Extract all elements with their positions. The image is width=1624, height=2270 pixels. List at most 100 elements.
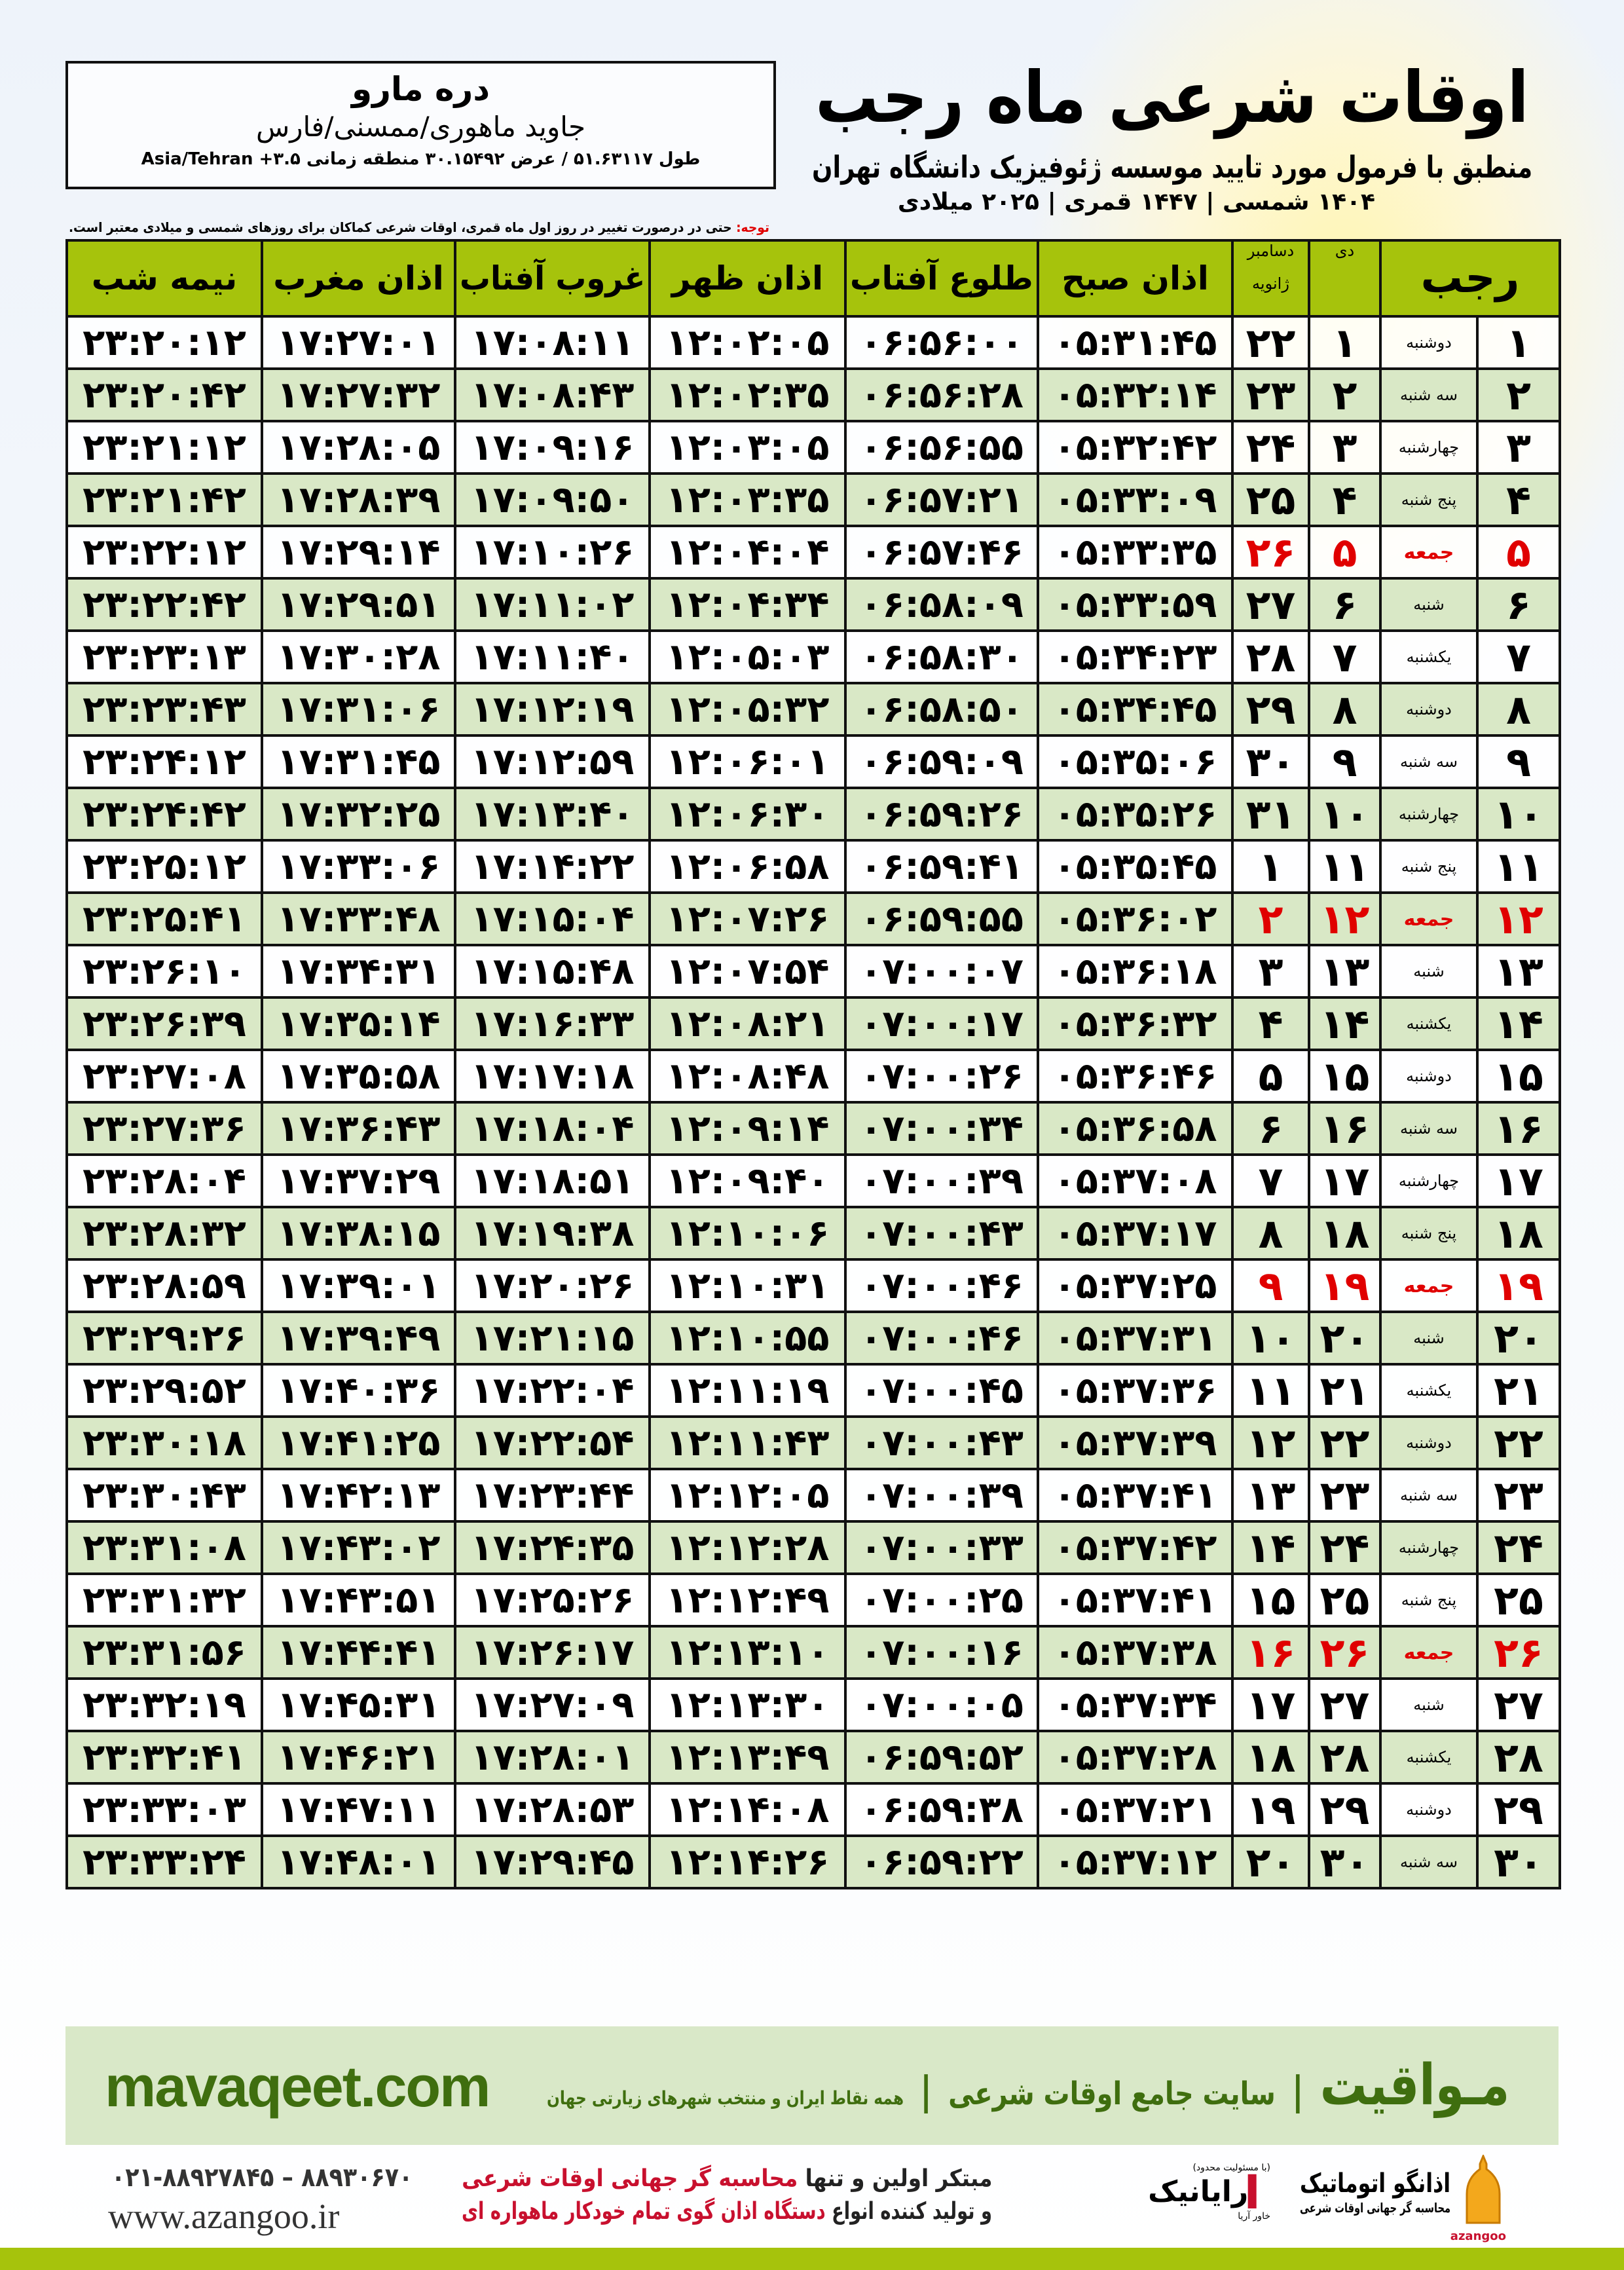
midnight-time-cell: ۲۳:۲۲:۴۲: [83, 583, 246, 626]
fajr-time-cell: ۰۵:۳۷:۴۲: [1053, 1526, 1217, 1569]
sunset-time-cell: ۱۷:۱۲:۵۹: [470, 740, 635, 783]
sunrise-time-cell: ۰۷:۰۰:۳۴: [860, 1107, 1024, 1150]
azangoo-logo: اذانگو اتوماتیک محاسبه گر جهانی اوقات شر…: [1297, 2155, 1506, 2243]
rajab-day-cell: ۳: [1506, 423, 1531, 472]
mavaqeet-website-link[interactable]: mavaqeet.com: [105, 2054, 490, 2119]
midnight-time-cell: ۲۳:۲۳:۱۳: [83, 635, 246, 679]
gregorian-day-cell: ۱۷: [1246, 1681, 1296, 1729]
maghrib-time-cell: ۱۷:۳۹:۴۹: [276, 1316, 441, 1360]
sunset-time-cell: ۱۷:۱۴:۲۲: [470, 845, 635, 888]
year-line: ۱۴۰۴ شمسی | ۱۴۴۷ قمری | ۲۰۲۵ میلادی: [897, 189, 1375, 215]
weekday-cell: دوشنبه: [1406, 1434, 1452, 1452]
dhuhr-time-cell: ۱۲:۰۵:۳۲: [665, 688, 830, 731]
fajr-time-cell: ۰۵:۳۷:۴۱: [1053, 1474, 1217, 1517]
rajab-day-cell: ۲۸: [1494, 1733, 1543, 1781]
midnight-time-cell: ۲۳:۲۶:۳۹: [83, 1002, 246, 1045]
dhuhr-time-cell: ۱۲:۱۱:۱۹: [665, 1369, 830, 1412]
fajr-time-cell: ۰۵:۳۷:۱۷: [1053, 1212, 1217, 1255]
promo-text: مبتکر اولین و تنها محاسبه گر جهانی اوقات…: [458, 2163, 995, 2228]
midnight-time-cell: ۲۳:۲۳:۴۳: [83, 688, 246, 731]
sunrise-time-cell: ۰۶:۵۸:۰۹: [860, 583, 1024, 626]
sunrise-time-cell: ۰۶:۵۹:۳۸: [860, 1788, 1024, 1831]
sunset-time-cell: ۱۷:۱۳:۴۰: [470, 792, 635, 836]
dhuhr-time-cell: ۱۲:۰۷:۲۶: [665, 897, 830, 940]
rajab-day-cell: ۱۰: [1494, 790, 1543, 838]
table-row: ۴ پنج شنبه ۴ ۲۵ ۰۵:۳۳:۰۹ ۰۶:۵۷:۲۱ ۱۲:۰۳:۳۵ ۱۷:۰…: [65, 472, 1561, 527]
sunrise-time-cell: ۰۶:۵۷:۴۶: [860, 530, 1024, 574]
sunrise-time-cell: ۰۶:۵۷:۲۱: [860, 478, 1024, 521]
table-row: ۲۵ پنج شنبه ۲۵ ۱۵ ۰۵:۳۷:۴۱ ۰۷:۰۰:۲۵ ۱۲:۱۲:۴۹ ۱۷…: [65, 1572, 1561, 1628]
rajab-day-cell: ۷: [1506, 633, 1531, 681]
maghrib-time-cell: ۱۷:۴۳:۵۱: [276, 1578, 441, 1622]
sunset-time-cell: ۱۷:۲۶:۱۷: [470, 1631, 635, 1674]
rajab-day-cell: ۱۷: [1494, 1157, 1543, 1205]
sunset-time-cell: ۱۷:۱۹:۳۸: [470, 1212, 635, 1255]
dhuhr-time-cell: ۱۲:۰۴:۰۴: [665, 530, 830, 574]
sunset-time-cell: ۱۷:۲۲:۰۴: [470, 1369, 635, 1412]
weekday-cell: یکشنبه: [1406, 1748, 1452, 1766]
dey-day-cell: ۱۲: [1320, 895, 1370, 943]
sunrise-time-cell: ۰۶:۵۸:۵۰: [860, 688, 1024, 731]
sunset-time-cell: ۱۷:۲۹:۴۵: [470, 1840, 635, 1884]
mavaqeet-brand: مـواقیت | سایت جامع اوقات شرعی | همه نقا…: [544, 2046, 1513, 2138]
midnight-time-cell: ۲۳:۲۵:۴۱: [83, 897, 246, 940]
dey-day-cell: ۱۴: [1320, 999, 1370, 1048]
rajab-day-cell: ۱۴: [1494, 999, 1543, 1048]
rajab-day-cell: ۱۲: [1494, 895, 1543, 943]
midnight-time-cell: ۲۳:۲۰:۴۲: [83, 373, 246, 417]
sunrise-time-cell: ۰۶:۵۶:۰۰: [860, 321, 1024, 364]
dey-day-cell: ۲۹: [1320, 1785, 1370, 1834]
dhuhr-time-cell: ۱۲:۱۰:۰۶: [665, 1212, 830, 1255]
dhuhr-time-cell: ۱۲:۰۶:۵۸: [665, 845, 830, 888]
maghrib-time-cell: ۱۷:۴۴:۴۱: [276, 1631, 441, 1674]
header-january: ژانویه: [1252, 274, 1289, 293]
sunset-time-cell: ۱۷:۱۱:۴۰: [470, 635, 635, 679]
table-row: ۱ دوشنبه ۱ ۲۲ ۰۵:۳۱:۴۵ ۰۶:۵۶:۰۰ ۱۲:۰۲:۰۵ ۱۷:۰۸:…: [65, 315, 1561, 370]
table-row: ۱۲ جمعه ۱۲ ۲ ۰۵:۳۶:۰۲ ۰۶:۵۹:۵۵ ۱۲:۰۷:۲۶ ۱۷:۱۵:۰…: [65, 891, 1561, 946]
dey-day-cell: ۲۶: [1320, 1628, 1370, 1677]
dey-day-cell: ۸: [1332, 685, 1357, 734]
dhuhr-time-cell: ۱۲:۱۰:۳۱: [665, 1264, 830, 1307]
maghrib-time-cell: ۱۷:۲۹:۱۴: [276, 530, 441, 574]
midnight-time-cell: ۲۳:۲۹:۵۲: [83, 1369, 246, 1412]
midnight-time-cell: ۲۳:۳۱:۵۶: [83, 1631, 246, 1674]
sunrise-time-cell: ۰۷:۰۰:۱۶: [860, 1631, 1024, 1674]
dey-day-cell: ۱۰: [1320, 790, 1370, 838]
sunset-time-cell: ۱۷:۲۴:۳۵: [470, 1526, 635, 1569]
sunset-time-cell: ۱۷:۱۶:۳۳: [470, 1002, 635, 1045]
table-row: ۱۵ دوشنبه ۱۵ ۵ ۰۵:۳۶:۴۶ ۰۷:۰۰:۲۶ ۱۲:۰۸:۴۸ ۱۷:۱۷…: [65, 1049, 1561, 1104]
notice: توجه: حتی در درصورت تغییر در روز اول ماه…: [69, 219, 769, 235]
maghrib-time-cell: ۱۷:۴۸:۰۱: [276, 1840, 441, 1884]
fajr-time-cell: ۰۵:۳۳:۳۵: [1053, 530, 1217, 574]
sunset-time-cell: ۱۷:۲۰:۲۶: [470, 1264, 635, 1307]
dhuhr-time-cell: ۱۲:۱۴:۰۸: [665, 1788, 830, 1831]
weekday-cell: جمعه: [1403, 1641, 1454, 1664]
dey-day-cell: ۲۸: [1320, 1733, 1370, 1781]
maghrib-time-cell: ۱۷:۳۲:۲۵: [276, 792, 441, 836]
table-row: ۸ دوشنبه ۸ ۲۹ ۰۵:۳۴:۴۵ ۰۶:۵۸:۵۰ ۱۲:۰۵:۳۲ ۱۷:۱۲:…: [65, 682, 1561, 737]
sunset-time-cell: ۱۷:۲۸:۰۱: [470, 1736, 635, 1779]
page-subtitle: منطبق با فرمول مورد تایید موسسه ژئوفیزیک…: [811, 149, 1532, 185]
bottom-strip: [0, 2248, 1624, 2270]
fajr-time-cell: ۰۵:۳۲:۱۴: [1053, 373, 1217, 417]
table-row: ۲۰ شنبه ۲۰ ۱۰ ۰۵:۳۷:۳۱ ۰۷:۰۰:۴۶ ۱۲:۱۰:۵۵ ۱۷:۲۱:…: [65, 1311, 1561, 1366]
maghrib-time-cell: ۱۷:۳۷:۲۹: [276, 1159, 441, 1202]
rajab-day-cell: ۵: [1506, 528, 1531, 576]
midnight-time-cell: ۲۳:۳۰:۴۳: [83, 1474, 246, 1517]
weekday-cell: جمعه: [1403, 540, 1454, 564]
gregorian-day-cell: ۳۱: [1246, 790, 1296, 838]
sunset-time-cell: ۱۷:۰۸:۴۳: [470, 373, 635, 417]
table-row: ۲۱ یکشنبه ۲۱ ۱۱ ۰۵:۳۷:۳۶ ۰۷:۰۰:۴۵ ۱۲:۱۱:۱۹ ۱۷:۲…: [65, 1363, 1561, 1418]
gregorian-day-cell: ۱۰: [1246, 1314, 1296, 1362]
fajr-time-cell: ۰۵:۳۷:۳۶: [1053, 1369, 1217, 1412]
table-row: ۱۶ سه شنبه ۱۶ ۶ ۰۵:۳۶:۵۸ ۰۷:۰۰:۳۴ ۱۲:۰۹:۱۴ ۱۷:۱…: [65, 1101, 1561, 1156]
gregorian-day-cell: ۱۲: [1246, 1419, 1296, 1467]
sunset-time-cell: ۱۷:۰۹:۱۶: [470, 426, 635, 469]
dhuhr-time-cell: ۱۲:۰۳:۳۵: [665, 478, 830, 521]
azangoo-website-link[interactable]: www.azangoo.ir: [108, 2197, 340, 2236]
table-row: ۹ سه شنبه ۹ ۳۰ ۰۵:۳۵:۰۶ ۰۶:۵۹:۰۹ ۱۲:۰۶:۰۱ ۱۷:۱۲…: [65, 734, 1561, 789]
sunrise-time-cell: ۰۷:۰۰:۳۹: [860, 1474, 1024, 1517]
sunrise-time-cell: ۰۶:۵۹:۰۹: [860, 740, 1024, 783]
midnight-time-cell: ۲۳:۲۴:۴۲: [83, 792, 246, 836]
promo-line2b: دستگاه اذان گوی تمام خودکار ماهواره ای: [462, 2198, 826, 2225]
